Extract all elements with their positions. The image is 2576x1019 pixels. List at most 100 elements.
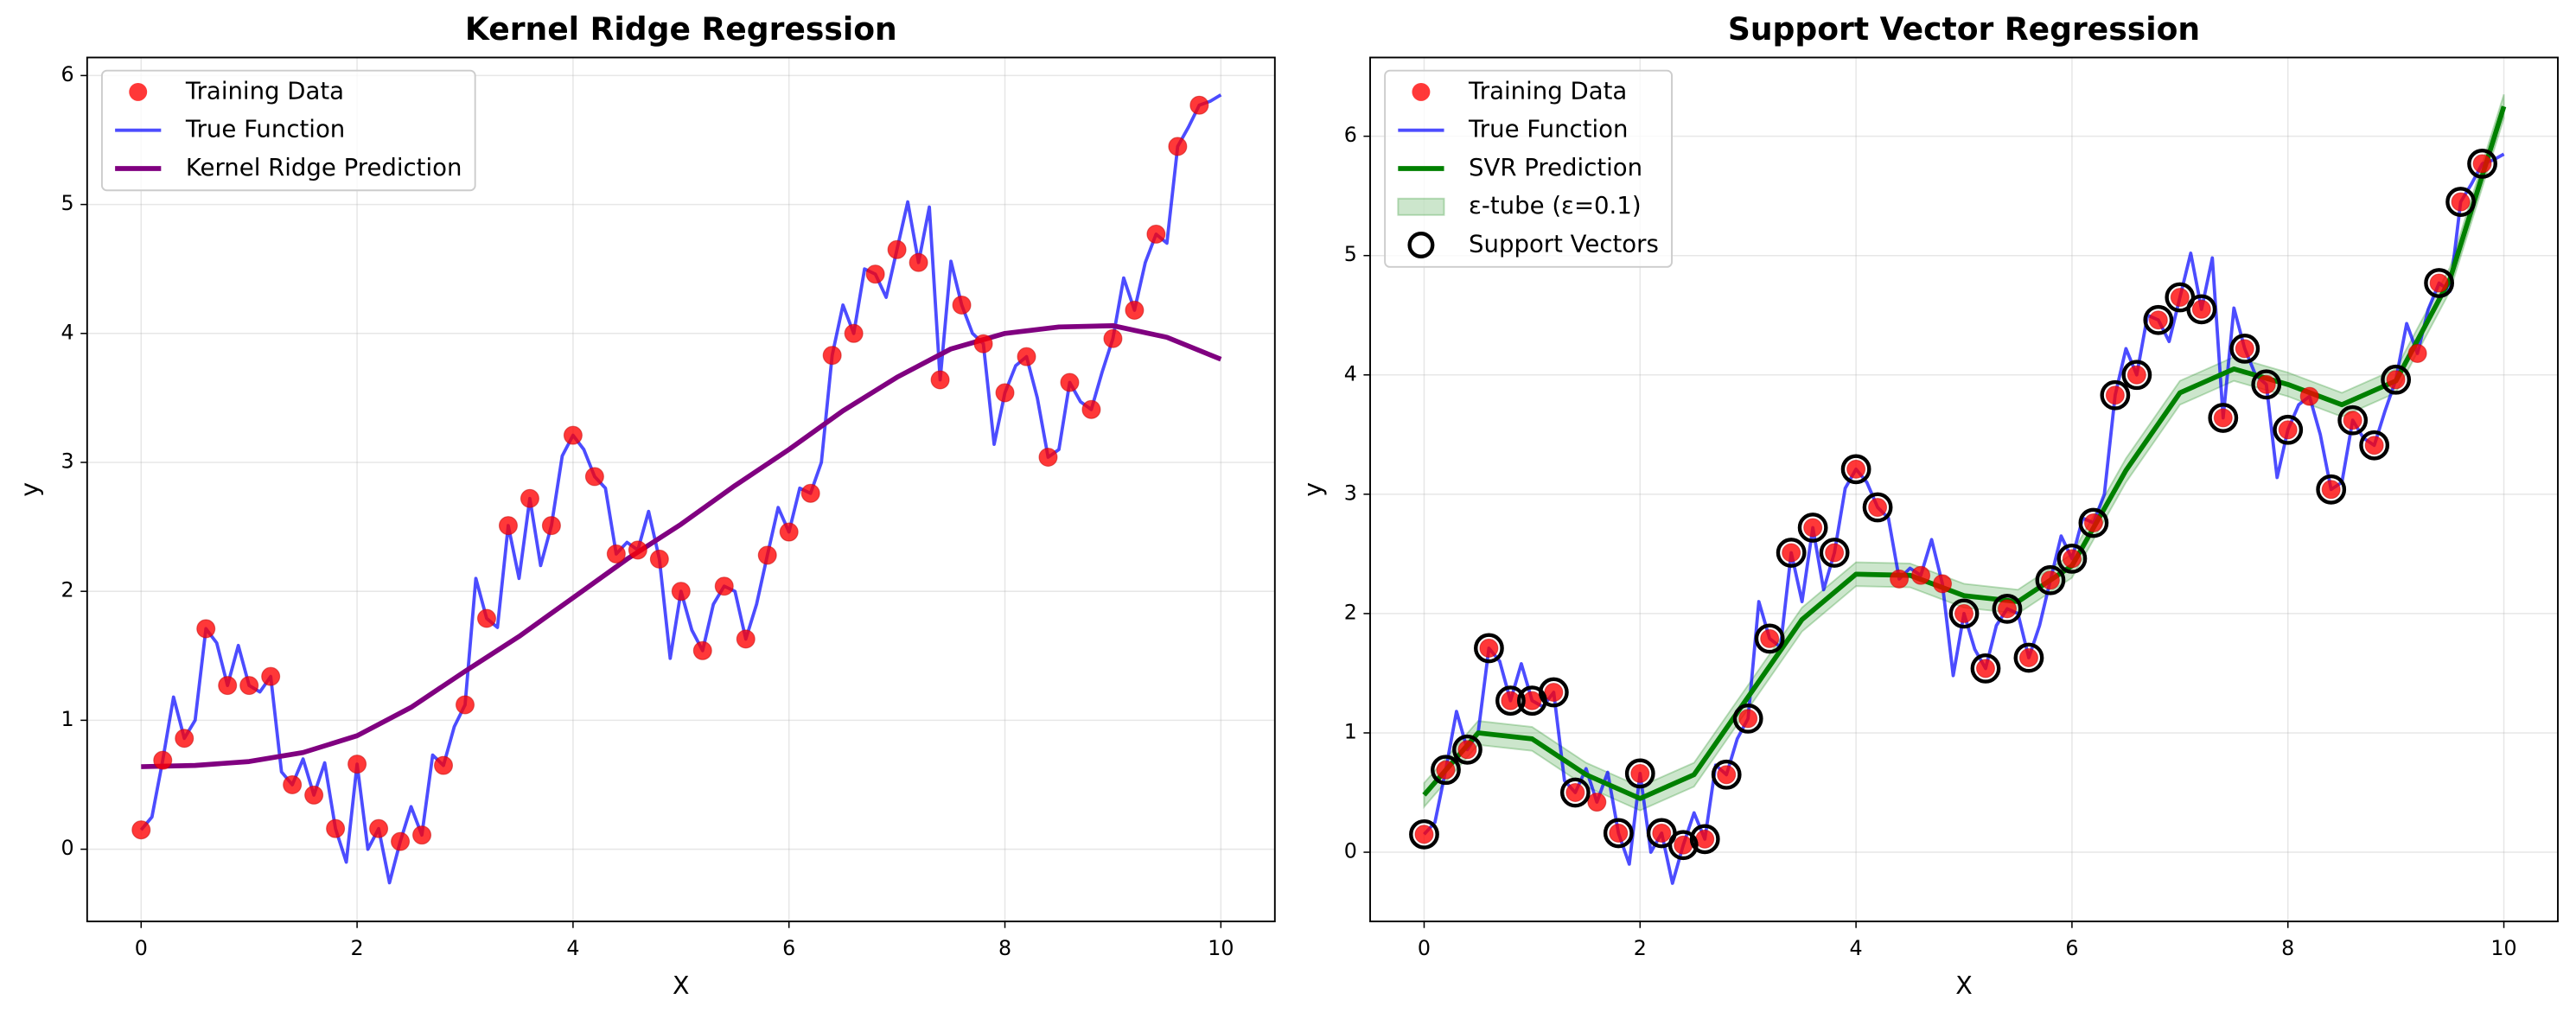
y-tick-label: 0	[1344, 839, 1357, 863]
training-point	[476, 608, 496, 628]
legend-label: ε-tube (ε=0.1)	[1469, 192, 1642, 220]
legend-marker	[1412, 82, 1431, 101]
training-point	[606, 544, 626, 564]
x-tick-label: 6	[2065, 936, 2078, 960]
training-point	[887, 239, 907, 259]
support-vector	[1624, 758, 1655, 789]
training-point	[261, 666, 281, 686]
training-point	[1479, 638, 1499, 658]
support-vector	[1819, 538, 1850, 568]
training-point	[2018, 647, 2038, 668]
training-point	[2278, 420, 2298, 440]
legend-label: True Function	[185, 116, 345, 143]
training-point	[498, 516, 518, 536]
legend-marker	[1407, 232, 1435, 259]
x-tick-label: 10	[1208, 936, 1234, 960]
support-vector	[2186, 294, 2217, 325]
training-point	[1038, 447, 1058, 468]
y-tick-label: 3	[61, 449, 73, 473]
training-point	[391, 831, 411, 851]
training-point	[2364, 436, 2384, 455]
training-point	[1125, 300, 1145, 320]
training-point	[844, 323, 864, 343]
support-vector	[2424, 268, 2454, 298]
training-point	[196, 619, 216, 639]
subplot: 0 2 4 6 8 10 0 1 2 3 4 5 6 Kernel Ridge Regression Xy T…	[16, 10, 1276, 1000]
support-vector	[2251, 369, 2282, 400]
training-point	[1522, 691, 1542, 710]
legend-label: Kernel Ridge Prediction	[186, 154, 462, 182]
support-vector	[2035, 564, 2066, 595]
training-point	[153, 750, 173, 770]
legend-label: Training Data	[1468, 77, 1627, 105]
chart-title: Kernel Ridge Regression	[465, 10, 897, 48]
training-point	[1717, 765, 1737, 785]
training-point	[369, 818, 389, 838]
support-vector	[2467, 149, 2497, 179]
training-point	[584, 467, 604, 487]
training-point	[1782, 543, 1801, 563]
support-vector	[1992, 593, 2023, 624]
support-vector	[1711, 759, 1742, 790]
training-point	[2386, 370, 2406, 390]
training-point	[541, 516, 561, 536]
training-point	[2213, 408, 2233, 428]
training-point	[1695, 829, 1715, 849]
training-point	[1168, 137, 1188, 156]
legend-box	[1384, 69, 1673, 268]
y-tick-label: 1	[1344, 719, 1357, 743]
training-point	[1146, 224, 1166, 244]
training-point	[1587, 793, 1607, 812]
legend-label: True Function	[1468, 116, 1628, 143]
training-point	[2451, 192, 2471, 212]
training-point	[2040, 570, 2060, 590]
support-vector	[1431, 755, 1461, 786]
legend-label: SVR Prediction	[1469, 154, 1642, 182]
training-point	[1674, 835, 1693, 855]
training-point	[2429, 273, 2449, 293]
x-tick-label: 6	[782, 936, 795, 960]
legend: Training Data True Function Kernel Ridge P…	[100, 69, 476, 192]
training-point	[2321, 480, 2341, 500]
y-tick-label: 5	[61, 191, 73, 215]
training-point	[779, 522, 799, 542]
training-point	[2299, 386, 2319, 406]
training-point	[1017, 347, 1036, 366]
y-tick-label: 1	[61, 707, 73, 731]
support-vector	[2229, 334, 2260, 364]
training-point	[1414, 825, 1434, 844]
legend-label: Training Data	[185, 77, 344, 105]
training-point	[1609, 823, 1629, 843]
support-vector	[1409, 818, 1439, 850]
support-vector	[1840, 454, 1871, 485]
training-point	[1846, 459, 1866, 479]
support-vector	[2337, 404, 2369, 436]
training-point	[1565, 782, 1585, 803]
training-point	[1975, 659, 1996, 678]
training-point	[952, 295, 972, 315]
training-point	[1803, 518, 1823, 538]
support-vector	[1732, 704, 1763, 734]
y-tick-label: 6	[1344, 123, 1357, 147]
training-point	[757, 545, 777, 565]
support-vector	[1538, 677, 1569, 708]
support-vector	[1948, 598, 1980, 629]
training-point	[1436, 760, 1456, 780]
support-vector	[2013, 642, 2044, 673]
training-point	[1189, 95, 1209, 115]
support-vector	[1862, 492, 1893, 523]
training-point	[1997, 599, 2017, 619]
support-vector	[1689, 824, 1720, 855]
training-point	[1890, 569, 1910, 589]
chart-title: Support Vector Regression	[1728, 10, 2200, 48]
support-vector	[1667, 830, 1699, 861]
subplot: 0 2 4 6 8 10 0 1 2 3 4 5 6 Support Vector Regression X…	[1298, 10, 2559, 1000]
x-axis-label: X	[673, 971, 690, 1000]
training-point	[1868, 498, 1888, 518]
legend-box	[100, 69, 476, 192]
support-vector	[2316, 474, 2347, 505]
training-point	[2105, 385, 2125, 405]
training-point	[283, 774, 303, 794]
legend-marker	[129, 82, 148, 101]
